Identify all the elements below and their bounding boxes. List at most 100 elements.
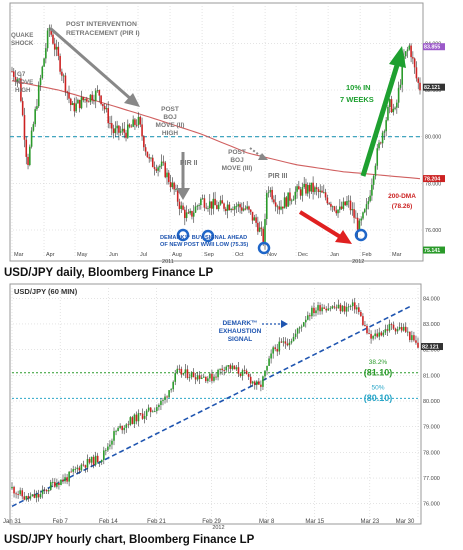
- hourly-candle: [113, 427, 115, 446]
- daily-candle: [412, 51, 414, 65]
- daily-candle: [69, 97, 72, 112]
- hourly-candle: [323, 304, 325, 310]
- hourly-candle: [86, 454, 89, 473]
- hourly-candle: [211, 369, 213, 384]
- hourly-candle: [160, 398, 162, 410]
- hourly-candle: [319, 302, 321, 315]
- daily-candle: [406, 46, 409, 58]
- hourly-candle: [235, 364, 238, 371]
- hourly-annotations: DEMARK™ EXHAUSTION SIGNAL: [219, 320, 288, 343]
- hourly-candle: [64, 473, 66, 484]
- daily-x-tick-label: Dec: [298, 252, 308, 258]
- daily-candle: [315, 182, 318, 196]
- hourly-candle: [166, 395, 168, 403]
- daily-candle: [78, 99, 81, 113]
- hourly-candle: [325, 306, 327, 313]
- daily-candle: [251, 211, 254, 224]
- hourly-candle: [29, 492, 32, 501]
- hourly-candle: [337, 299, 340, 309]
- daily-candle: [29, 144, 31, 167]
- daily-candle: [135, 119, 138, 128]
- daily-candle: [139, 115, 142, 128]
- daily-candle: [299, 186, 302, 200]
- daily-200dma-path: [11, 80, 421, 180]
- hourly-candle: [315, 307, 317, 317]
- daily-candle: [349, 195, 352, 215]
- hourly-last-price: 82.121: [421, 343, 443, 351]
- hourly-candle: [178, 364, 181, 373]
- hourly-candle: [84, 464, 87, 473]
- hourly-candle: [209, 372, 211, 382]
- daily-candle: [12, 68, 15, 81]
- hourly-candle: [88, 457, 91, 465]
- hourly-candle: [200, 374, 203, 380]
- daily-candle: [21, 97, 24, 117]
- hourly-candle: [207, 376, 209, 384]
- daily-candle: [294, 186, 297, 205]
- hourly-candle: [262, 375, 264, 390]
- daily-candle: [335, 205, 338, 216]
- hourly-candle: [292, 333, 295, 342]
- hourly-candle: [131, 415, 134, 425]
- daily-candle: [347, 195, 350, 208]
- daily-candle: [378, 139, 380, 151]
- hourly-candle: [186, 365, 189, 380]
- daily-candle: [353, 202, 355, 224]
- hourly-candle: [19, 487, 21, 496]
- daily-candle: [18, 77, 20, 84]
- arrow-boj-iii-head: [258, 153, 268, 160]
- daily-price-marker-label: 83.855: [424, 45, 440, 51]
- hourly-candle: [225, 365, 228, 373]
- hourly-caption: USD/JPY hourly chart, Bloomberg Finance …: [4, 534, 255, 546]
- daily-candle: [351, 202, 354, 216]
- hourly-candle: [149, 407, 152, 418]
- daily-candle: [274, 194, 277, 212]
- daily-candle: [257, 216, 259, 235]
- daily-x-tick-label: Jun: [109, 252, 118, 258]
- hourly-candle: [237, 362, 240, 377]
- daily-candle: [30, 127, 33, 149]
- hourly-candle: [302, 321, 305, 327]
- daily-candle: [14, 70, 17, 86]
- daily-candle: [267, 186, 270, 198]
- daily-candle: [191, 210, 193, 220]
- hourly-candle: [103, 446, 105, 465]
- hourly-candle: [41, 485, 44, 499]
- daily-candle: [46, 28, 49, 52]
- daily-candle: [306, 182, 309, 197]
- daily-candle: [203, 194, 206, 212]
- hourly-candle: [172, 380, 174, 392]
- daily-candle: [383, 129, 386, 140]
- daily-candle: [322, 184, 325, 194]
- hourly-candle: [82, 460, 85, 467]
- hourly-candle: [398, 322, 401, 331]
- daily-x-tick-label: Aug: [172, 252, 182, 258]
- daily-candle: [141, 117, 143, 141]
- daily-candle: [182, 202, 184, 211]
- hourly-candle: [168, 390, 170, 398]
- daily-candle: [258, 221, 261, 233]
- daily-candle: [328, 201, 330, 206]
- daily-candle: [155, 164, 158, 173]
- daily-candle: [82, 96, 85, 103]
- hourly-trendline: [11, 305, 412, 508]
- hourly-grid: [10, 288, 421, 518]
- daily-candle: [128, 123, 131, 129]
- hourly-candle: [372, 335, 374, 341]
- daily-candle: [160, 154, 163, 170]
- hourly-candle: [415, 335, 417, 345]
- daily-candle: [385, 117, 387, 137]
- daily-price-markers: 83.855 82.121 78.204 75.141: [423, 43, 445, 254]
- hourly-candle: [90, 456, 93, 467]
- hourly-candle: [23, 491, 26, 501]
- hourly-candle: [353, 297, 356, 314]
- arrow-red: [298, 210, 344, 240]
- daily-candle: [226, 200, 229, 219]
- hourly-year-label: 2012: [212, 525, 224, 531]
- daily-candle: [342, 197, 345, 211]
- annot-10pct: 10% IN 7 WEEKS: [340, 83, 374, 104]
- daily-candle: [362, 211, 364, 221]
- daily-candle: [184, 206, 186, 226]
- hourly-candle: [396, 326, 399, 334]
- hourly-candle: [156, 404, 158, 414]
